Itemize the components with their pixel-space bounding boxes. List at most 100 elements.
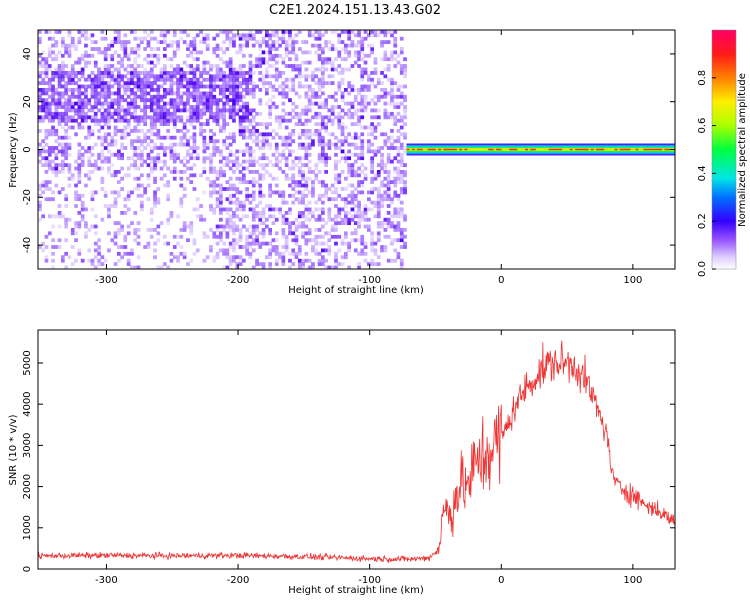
spectrogram-cell [311,77,315,82]
spectrogram-cell [64,193,68,198]
spectrogram-cell [140,139,144,144]
spectrogram-cell [140,173,144,178]
spectrogram-cell [314,166,319,171]
spectrogram-cell [136,255,141,260]
spectrogram-cell [51,224,55,229]
carrier-peak [575,148,578,151]
spectrogram-cell [288,183,292,188]
spectrogram-cell [334,142,338,147]
spectrogram-cell [265,101,269,106]
spectrogram-cell [126,156,131,161]
spectrogram-cell [304,77,309,82]
spectrogram-cell [225,84,230,89]
spectrogram-cell [301,197,305,202]
spectrogram-cell [386,211,391,215]
spectrogram-cell [393,115,398,120]
spectrogram-cell [38,204,42,208]
spectrogram-cell [278,211,282,215]
spectrogram-cell [353,197,358,202]
spectrogram-cell [107,105,111,109]
spectrogram-cell [219,57,223,62]
spectrogram-cell [153,248,157,253]
spectrogram-cell [97,245,101,249]
spectrogram-cell [238,71,243,75]
spectrogram-cell [225,234,230,239]
spectrogram-cell [251,43,256,48]
spectrogram-cell [84,105,88,109]
spectrogram-cell [353,214,358,219]
spectrogram-cell [242,166,246,171]
spectrogram-cell [376,187,381,191]
spectrogram-cell [84,77,88,82]
spectrogram-cell [268,53,272,58]
spectrogram-cell [383,88,388,92]
spectrogram-cell [156,84,161,89]
spectrogram-cell [179,170,184,174]
spectrogram-cell [321,258,325,263]
spectrogram-cell [140,156,144,161]
spectrogram-cell [360,149,365,154]
spectrogram-cell [140,71,144,75]
spectrogram-cell [215,234,220,239]
spectrogram-cell [281,156,286,161]
spectrogram-cell [97,50,101,55]
spectrogram-cell [130,146,134,150]
spectrogram-cell [123,135,128,140]
spectrogram-cell [311,74,315,79]
spectrogram-cell [133,30,138,34]
spectrogram-cell [100,30,105,34]
spectrogram-cell [396,211,401,215]
spectrogram-cell [321,47,325,51]
carrier-peak [430,148,434,151]
spectrogram-cell [396,84,401,89]
spectrogram-cell [182,91,187,96]
spectrogram-cell [370,238,374,243]
spectrogram-cell [357,101,361,106]
spectrogram-cell [363,101,368,106]
spectrogram-cell [77,111,82,116]
spectrogram-cell [399,47,404,51]
spectrogram-cell [64,84,68,89]
spectrogram-cell [301,234,305,239]
spectrogram-cell [238,163,243,167]
spectrogram-cell [140,193,144,198]
spectrogram-cell [314,228,319,232]
spectrogram-cell [61,40,65,44]
spectrogram-cell [261,60,266,65]
spectrogram-cell [281,36,286,41]
spectrogram-cell [390,129,394,133]
spectrogram-cell [363,67,368,72]
spectrogram-cell [44,234,49,239]
spectrogram-cell [344,214,348,219]
spectrogram-cell [107,122,111,126]
spectrogram-cell [64,111,68,116]
spectrogram-cell [64,238,68,243]
spectrogram-cell [232,88,236,92]
spectrogram-cell [350,231,355,236]
spectrogram-cell [317,180,322,184]
spectrogram-cell [54,139,59,144]
spectrogram-cell [330,118,335,123]
spectrogram-cell [64,71,68,75]
spectrogram-cell [370,163,374,167]
spectrogram-cell [133,60,138,65]
spectrogram-cell [304,129,309,133]
spectrogram-cell [271,43,276,48]
spectrogram-cell [205,91,210,96]
spectrogram-cell [212,211,217,215]
spectrogram-cell [156,60,161,65]
spectrogram-cell [235,197,240,202]
spectrogram-cell [143,47,147,51]
spectrogram-cell [51,50,55,55]
spectrogram-cell [149,98,154,103]
spectrogram-cell [248,135,253,140]
spectrogram-cell [274,262,279,266]
spectrogram-cell [61,118,65,123]
spectrogram-cell [251,118,256,123]
spectrogram-cell [232,77,236,82]
spectrogram-cell [390,33,394,38]
spectrogram-cell [163,53,167,58]
spectrogram-cell [344,255,348,260]
spectrogram-cell [261,265,266,269]
